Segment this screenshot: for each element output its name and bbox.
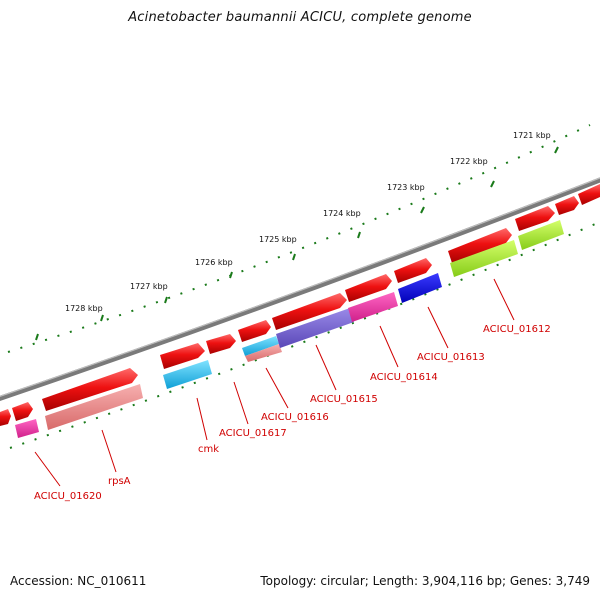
major-tick xyxy=(420,206,425,214)
kbp-scale: 1721 kbp 1722 kbp 1723 kbp 1724 kbp 1725… xyxy=(7,124,591,353)
major-tick xyxy=(35,333,39,341)
gene-arrow[interactable] xyxy=(42,368,138,411)
leader-line xyxy=(101,429,117,473)
gene-block-acicu-01620[interactable] xyxy=(15,419,39,438)
major-tick xyxy=(100,314,104,322)
gene-label-acicu-01612[interactable]: ACICU_01612 xyxy=(483,324,551,335)
genome-backbone xyxy=(0,177,600,401)
leader-line xyxy=(427,306,449,349)
gene-label-acicu-01614[interactable]: ACICU_01614 xyxy=(370,372,438,383)
leader-line xyxy=(233,381,249,425)
gene-label-acicu-01617[interactable]: ACICU_01617 xyxy=(219,428,287,439)
gene-arrow[interactable] xyxy=(578,184,600,205)
gene-arrow[interactable] xyxy=(272,293,347,330)
gene-label-acicu-01616[interactable]: ACICU_01616 xyxy=(261,412,329,423)
map-title: Acinetobacter baumannii ACICU, complete … xyxy=(128,10,472,25)
genome-summary-text: Topology: circular; Length: 3,904,116 bp… xyxy=(260,574,590,588)
major-tick xyxy=(490,180,495,188)
kbp-tick-label: 1726 kbp xyxy=(195,258,233,267)
gene-label-cmk[interactable]: cmk xyxy=(198,444,219,455)
forward-strand-genes xyxy=(0,184,600,426)
major-tick xyxy=(357,231,361,239)
gene-arrow[interactable] xyxy=(238,320,271,342)
gene-label-rpsa[interactable]: rpsA xyxy=(108,476,131,487)
leader-line xyxy=(34,451,61,487)
gene-arrow[interactable] xyxy=(345,274,392,302)
kbp-tick-label: 1723 kbp xyxy=(387,183,425,192)
leader-line xyxy=(265,367,289,409)
kbp-tick-label: 1728 kbp xyxy=(65,304,103,313)
gene-block-acicu-01616[interactable] xyxy=(245,344,282,362)
gene-block-acicu-01612[interactable] xyxy=(450,240,518,277)
kbp-tick-label: 1722 kbp xyxy=(450,157,488,166)
gene-arrow[interactable] xyxy=(515,206,555,231)
gene-arrow[interactable] xyxy=(160,343,205,369)
gene-arrow[interactable] xyxy=(206,334,236,354)
gene-label-acicu-01620[interactable]: ACICU_01620 xyxy=(34,491,102,502)
leader-line xyxy=(493,278,515,321)
kbp-tick-label: 1721 kbp xyxy=(513,131,551,140)
gene-arrow[interactable] xyxy=(448,228,512,263)
leader-line xyxy=(196,397,208,441)
major-tick xyxy=(229,271,233,279)
kbp-tick-label: 1724 kbp xyxy=(323,209,361,218)
gene-block-acicu-01617[interactable] xyxy=(242,336,279,356)
gene-block-acicu-01613[interactable] xyxy=(398,273,442,303)
feature-blocks xyxy=(15,220,564,438)
gene-block-cmk[interactable] xyxy=(163,360,212,389)
gene-block-acicu-01614[interactable] xyxy=(348,292,398,322)
leader-line xyxy=(315,344,337,391)
major-tick xyxy=(554,146,559,154)
gene-arrow[interactable] xyxy=(0,409,11,426)
gene-arrow[interactable] xyxy=(12,402,33,421)
accession-text: Accession: NC_010611 xyxy=(10,574,147,588)
kbp-tick-label: 1725 kbp xyxy=(259,235,297,244)
major-tick xyxy=(164,296,168,304)
genome-backbone-highlight xyxy=(0,177,600,397)
leader-lines xyxy=(34,278,515,487)
gene-block-rpsa[interactable] xyxy=(45,384,143,430)
gene-label-acicu-01615[interactable]: ACICU_01615 xyxy=(310,394,378,405)
gene-label-acicu-01613[interactable]: ACICU_01613 xyxy=(417,352,485,363)
major-tick xyxy=(292,253,296,261)
gene-block-green-2[interactable] xyxy=(518,220,564,250)
leader-line xyxy=(379,325,399,368)
kbp-tick-label: 1727 kbp xyxy=(130,282,168,291)
gene-arrow[interactable] xyxy=(555,196,579,215)
gene-arrow[interactable] xyxy=(394,258,432,283)
gene-block-acicu-01615[interactable] xyxy=(276,308,354,348)
